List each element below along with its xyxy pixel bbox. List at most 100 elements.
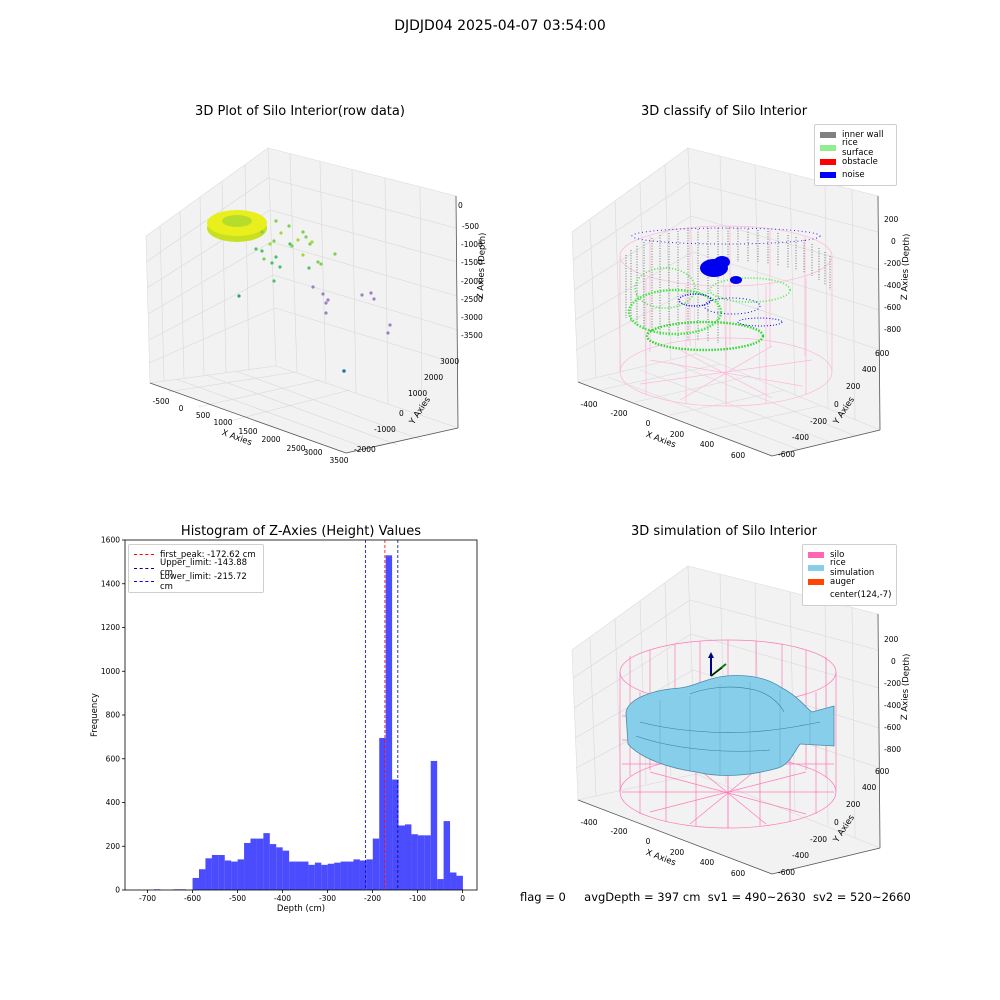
histogram-y-tick: 0 (115, 886, 120, 895)
legend-swatch (820, 158, 836, 165)
classify-inner-wall (625, 228, 831, 343)
raw-x-tick: 3000 (303, 448, 322, 457)
raw-y-tick: -2000 (354, 445, 376, 454)
legend-label: Upper_limit: -143.88 cm (160, 558, 248, 579)
legend-swatch (808, 592, 824, 599)
histogram-bar (192, 877, 200, 890)
histogram-bar (417, 835, 425, 890)
simulation-legend: silo rice simulation auger center(124,-7… (802, 544, 897, 606)
histogram-bar (359, 860, 367, 890)
panel-title-histogram: Histogram of Z-Axies (Height) Values (180, 524, 422, 539)
histogram-x-tick: -700 (139, 894, 156, 903)
histogram-bar (404, 824, 412, 890)
classify-y-ticks: -600 -400 -200 0 200 400 600 (778, 349, 890, 459)
classify-y-tick: 0 (834, 400, 839, 409)
legend-swatch (820, 145, 836, 152)
histogram-bar (282, 850, 290, 890)
classify-rice-surface (627, 267, 791, 352)
raw-z-tick: -500 (462, 222, 479, 231)
histogram-bar (450, 872, 457, 890)
histogram-bar (392, 779, 399, 890)
status-sv2: sv2 = 520~2660 (812, 890, 911, 904)
simulation-axis-lines (577, 613, 881, 875)
classify-y-tick: 600 (875, 349, 890, 358)
raw-x-ticks: -500 0 500 1000 1500 2000 2500 3000 3500 (152, 397, 348, 465)
classify-y-tick: 200 (846, 382, 861, 391)
histogram-x-ticks: -700 -600 -500 -400 -300 -200 -100 0 (139, 890, 465, 903)
classify-x-tick: -200 (610, 409, 627, 418)
histogram-x-tick: -300 (319, 894, 336, 903)
raw-x-tick: 2000 (261, 435, 280, 444)
legend-item-inner-wall: inner wall (820, 128, 891, 142)
simulation-z-tick: -800 (884, 745, 901, 754)
classify-x-ticks: -400 -200 0 200 400 600 (580, 400, 745, 460)
legend-item-obstacle: obstacle (820, 155, 891, 169)
histogram-y-tick: 1600 (101, 536, 120, 545)
simulation-x-tick: 0 (646, 837, 651, 846)
status-avg-depth: avgDepth = 397 cm (584, 890, 701, 904)
histogram-bar (437, 879, 444, 890)
histogram-y-label: Frequency (90, 693, 100, 737)
simulation-y-tick: 0 (834, 818, 839, 827)
histogram-y-tick: 1000 (101, 667, 120, 676)
simulation-z-tick: -400 (884, 701, 901, 710)
classify-legend: inner wall rice surface obstacle noise (814, 124, 897, 186)
simulation-z-tick: -600 (884, 723, 901, 732)
histogram-bar (244, 842, 251, 890)
simulation-z-tick: -200 (884, 679, 901, 688)
simulation-z-ticks: 200 0 -200 -400 -600 -800 (884, 635, 901, 754)
histogram-bar (276, 847, 283, 890)
histogram-x-label: Depth (cm) (277, 904, 325, 914)
classify-z-tick: -600 (884, 303, 901, 312)
legend-swatch (808, 578, 824, 585)
histogram-y-tick: 600 (106, 754, 121, 763)
histogram-bar (321, 864, 328, 890)
histogram-legend: first_peak: -172.62 cm Upper_limit: -143… (128, 544, 264, 593)
histogram-bar (237, 859, 245, 890)
histogram-bar (256, 838, 264, 890)
legend-swatch (820, 172, 836, 179)
legend-swatch (808, 551, 824, 558)
raw-pane-back (145, 147, 460, 454)
simulation-z-tick: 0 (891, 657, 896, 666)
legend-label: inner wall (842, 129, 884, 140)
histogram-bar (218, 855, 225, 890)
raw-y-tick: -1000 (374, 425, 396, 434)
histogram-x-tick: -400 (274, 894, 291, 903)
histogram-bar (347, 861, 354, 890)
histogram-bar (231, 861, 238, 890)
raw-axis-lines (149, 195, 459, 454)
legend-label: auger (830, 576, 855, 587)
legend-item-auger: auger (808, 575, 891, 589)
histogram-x-tick: -600 (184, 894, 201, 903)
histogram-x-tick: -500 (229, 894, 246, 903)
histogram-bar (205, 858, 212, 890)
histogram-y-ticks: 0 200 400 600 800 1000 1200 1400 1600 (101, 536, 125, 895)
histogram-bar (398, 825, 405, 890)
histogram-bar (424, 835, 431, 890)
legend-item-first-peak: first_peak: -172.62 cm (134, 548, 258, 562)
classify-silo-wireframe (619, 225, 833, 407)
simulation-x-tick: -200 (610, 827, 627, 836)
simulation-auger-marker (708, 652, 727, 677)
classify-x-tick: -400 (580, 400, 597, 409)
panel-title-raw: 3D Plot of Silo Interior(row data) (195, 104, 405, 119)
legend-line-swatch (134, 581, 154, 583)
histogram-bar (340, 861, 348, 890)
histogram-reference-lines (365, 540, 399, 890)
simulation-z-tick: 200 (884, 635, 899, 644)
status-sv1: sv1 = 490~2630 (707, 890, 806, 904)
legend-swatch (808, 565, 824, 572)
histogram-bar (334, 862, 341, 890)
histogram-bar (314, 862, 322, 890)
legend-line-swatch (134, 567, 154, 569)
raw-z-tick: -2500 (461, 295, 483, 304)
legend-item-noise: noise (820, 169, 891, 183)
legend-item-lower-limit: Lower_limit: -215.72 cm (134, 572, 258, 592)
histogram-bar (224, 860, 232, 890)
raw-x-tick: 3500 (329, 456, 348, 465)
raw-x-tick: 2500 (286, 444, 305, 453)
classify-z-ticks: 200 0 -200 -400 -600 -800 (884, 215, 901, 334)
histogram-x-tick: -100 (409, 894, 426, 903)
histogram-bar (366, 859, 373, 890)
